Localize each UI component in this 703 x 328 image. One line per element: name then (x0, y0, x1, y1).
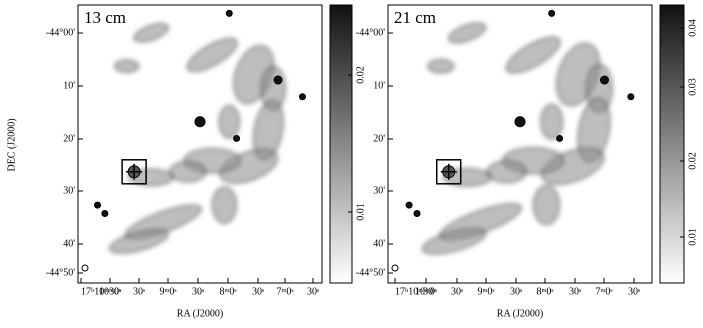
x-tick-label: 30ˢ (307, 286, 319, 297)
emission-blob (211, 186, 237, 224)
x-tick-label: 17ʰ10ᵐ30ˢ (395, 286, 435, 297)
x-tick-label: 7ᵐ0ˢ (595, 286, 612, 297)
x-axis-title: RA (J2000) (177, 308, 223, 319)
x-tick-label: 7ᵐ0ˢ (276, 286, 293, 297)
source-box (435, 159, 462, 185)
emission-blob (442, 168, 492, 187)
x-tick-label: 10ᵐ0ˢ (99, 286, 121, 297)
beam (81, 264, 89, 272)
x-tick-label: 30ˢ (569, 286, 581, 297)
y-tick-label: -44°50' (356, 267, 385, 278)
x-tick-label: 8ᵐ0ˢ (219, 286, 236, 297)
emission-blob (218, 105, 240, 139)
x-tick-label: 9ᵐ0ˢ (159, 286, 176, 297)
source (514, 116, 526, 128)
map-frame (387, 4, 653, 284)
cross (126, 163, 143, 180)
source-box (121, 159, 147, 185)
source (413, 210, 421, 217)
y-tick-label: -44°00' (356, 27, 385, 38)
y-tick-label: 30' (63, 185, 75, 196)
colorbar-tick-label: 0.01 (355, 203, 366, 221)
emission-blob (169, 161, 207, 183)
panel-label: 21 cm (394, 8, 436, 27)
source (101, 210, 109, 217)
emission-blob (114, 59, 140, 73)
source (556, 134, 564, 142)
y-tick-label: 10' (373, 80, 385, 91)
emission-blob (427, 59, 455, 74)
map-frame (77, 4, 323, 284)
colorbar (659, 4, 685, 284)
y-tick-label: 40' (373, 238, 385, 249)
cross (440, 163, 457, 180)
source (225, 9, 233, 17)
source (273, 75, 283, 85)
x-tick-label: 30ˢ (451, 286, 463, 297)
y-tick-label: -44°00' (46, 27, 75, 38)
emission-blob (133, 23, 169, 43)
colorbar-tick-label: 0.03 (687, 78, 698, 96)
x-tick-label: 30ˢ (133, 286, 145, 297)
source (548, 9, 556, 17)
colorbar-tick-label: 0.01 (687, 228, 698, 246)
panel-label: 13 cm (84, 8, 126, 27)
x-tick-label: 8ᵐ0ˢ (536, 286, 553, 297)
beam (391, 264, 399, 272)
emission-blob (186, 38, 238, 73)
emission (109, 23, 286, 254)
emission-blob (109, 229, 169, 254)
emission-blob (422, 228, 486, 255)
source (194, 116, 206, 128)
emission (422, 22, 613, 255)
colorbar-tick-label: 0.02 (355, 66, 366, 84)
colorbar (329, 4, 353, 284)
emission-blob (532, 185, 560, 226)
source (298, 93, 306, 101)
x-axis-title: RA (J2000) (497, 308, 543, 319)
x-tick-label: 30ˢ (510, 286, 522, 297)
colorbar-tick-label: 0.02 (687, 152, 698, 170)
x-tick-label: 30ˢ (192, 286, 204, 297)
emission-blob (486, 160, 527, 184)
y-tick-label: 20' (63, 133, 75, 144)
emission-blob (505, 36, 561, 74)
source (94, 201, 102, 209)
y-tick-label: 40' (63, 238, 75, 249)
y-tick-label: 20' (373, 133, 385, 144)
source (627, 93, 635, 101)
x-tick-label: 9ᵐ0ˢ (477, 286, 494, 297)
x-tick-label: 10ᵐ0ˢ (415, 286, 437, 297)
y-axis-title: DEC (J2000) (6, 118, 17, 171)
y-tick-label: 30' (373, 185, 385, 196)
source (233, 134, 241, 142)
x-tick-label: 30ˢ (628, 286, 640, 297)
source (405, 201, 413, 209)
emission-blob (540, 103, 563, 140)
y-tick-label: -44°50' (46, 267, 75, 278)
y-tick-label: 10' (63, 80, 75, 91)
x-tick-label: 17ʰ10ᵐ30ˢ (81, 286, 121, 297)
x-tick-label: 30ˢ (252, 286, 264, 297)
colorbar-tick-label: 0.04 (687, 19, 698, 37)
emission-blob (448, 22, 487, 44)
source (599, 75, 609, 85)
